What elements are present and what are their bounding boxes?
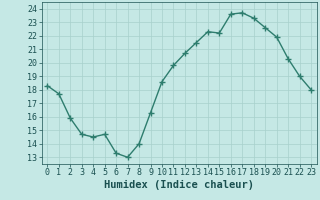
X-axis label: Humidex (Indice chaleur): Humidex (Indice chaleur) [104,180,254,190]
